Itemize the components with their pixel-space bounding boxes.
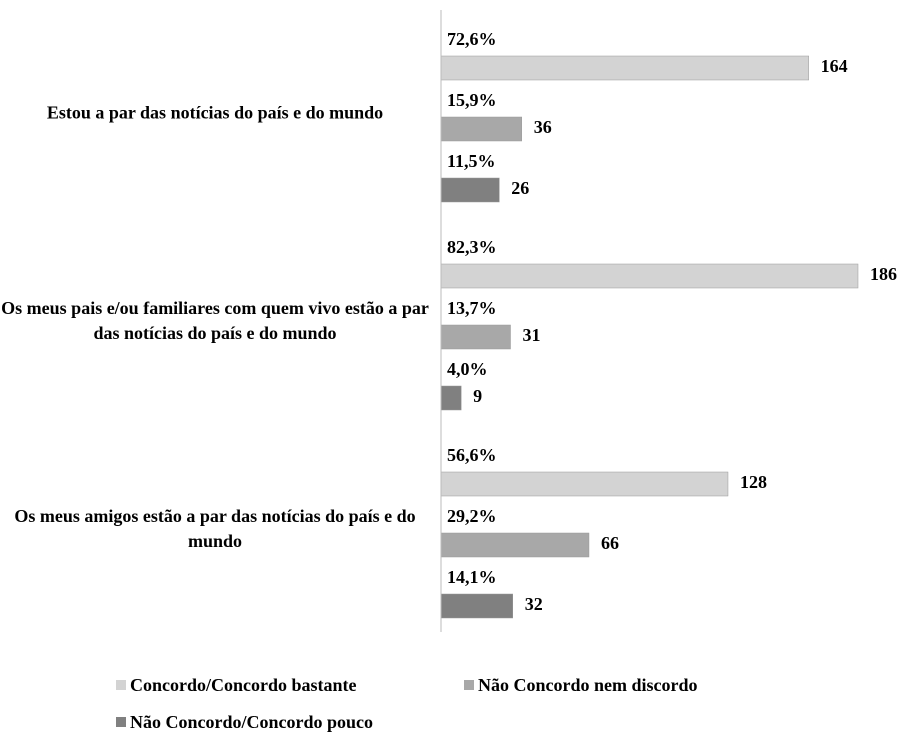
bar: [440, 55, 809, 81]
value-label: 164: [821, 56, 848, 76]
bar: [440, 324, 511, 350]
legend-item: Concordo/Concordo bastante: [116, 675, 357, 695]
bar: [440, 116, 522, 142]
bar: [440, 385, 462, 411]
legend-label: Concordo/Concordo bastante: [130, 675, 357, 695]
legend-swatch: [464, 680, 474, 690]
value-label: 66: [601, 533, 619, 553]
percentage-label: 4,0%: [447, 359, 488, 379]
percentage-label: 29,2%: [447, 506, 497, 526]
percentage-label: 13,7%: [447, 298, 497, 318]
value-label: 31: [523, 325, 541, 345]
legend-item: Não Concordo/Concordo pouco: [116, 712, 373, 732]
percentage-label: 11,5%: [447, 151, 496, 171]
percentage-label: 15,9%: [447, 90, 497, 110]
value-label: 128: [740, 472, 767, 492]
value-label: 36: [534, 117, 552, 137]
bar: [440, 593, 513, 619]
category-label: Os meus pais e/ou familiares com quem vi…: [1, 298, 429, 343]
percentage-label: 82,3%: [447, 237, 497, 257]
value-label: 186: [870, 264, 897, 284]
legend-label: Não Concordo nem discordo: [478, 675, 698, 695]
value-label: 32: [525, 594, 543, 614]
percentage-label: 56,6%: [447, 445, 497, 465]
legend-swatch: [116, 717, 126, 727]
bar: [440, 177, 500, 203]
value-label: 26: [511, 178, 529, 198]
bar: [440, 471, 729, 497]
category-label: Estou a par das notícias do país e do mu…: [46, 102, 384, 123]
percentage-label: 14,1%: [447, 567, 497, 587]
legend-swatch: [116, 680, 126, 690]
bar: [440, 263, 859, 289]
percentage-label: 72,6%: [447, 29, 497, 49]
legend-item: Não Concordo nem discordo: [464, 675, 698, 695]
legend-label: Não Concordo/Concordo pouco: [130, 712, 374, 732]
bar: [440, 532, 590, 558]
category-label: Os meus amigos estão a par das notícias …: [14, 506, 416, 551]
value-label: 9: [473, 386, 482, 406]
